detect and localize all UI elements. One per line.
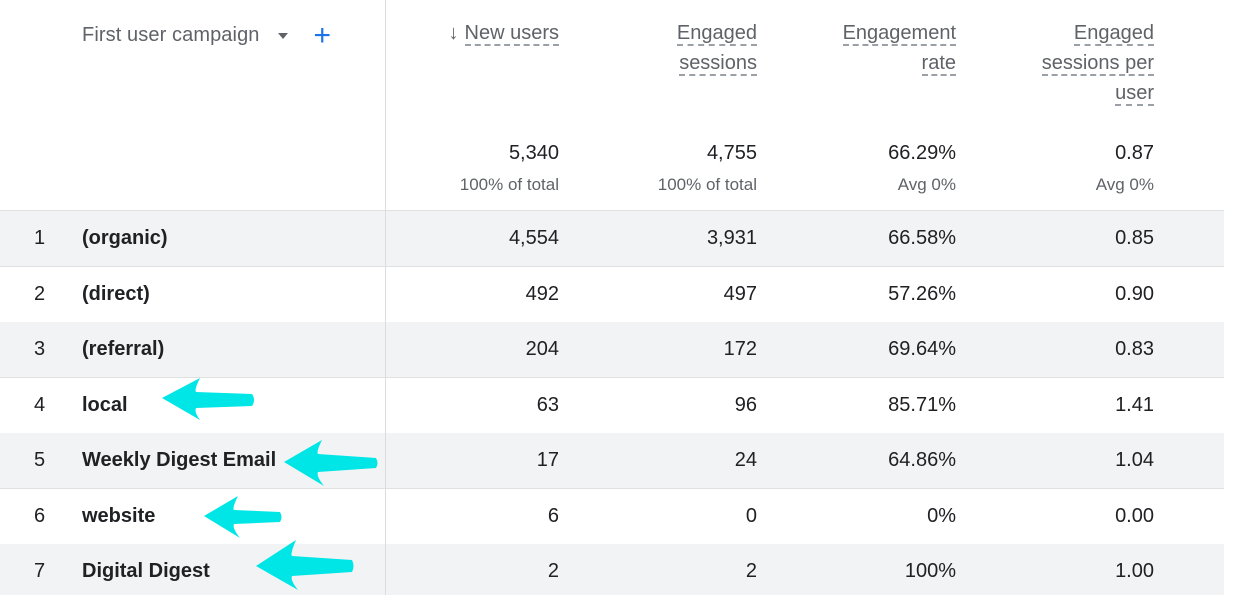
cell-new-users: 17 bbox=[536, 449, 559, 471]
row-campaign-name: (organic) bbox=[82, 227, 168, 249]
cell-engaged-sessions-per-user: 1.04 bbox=[1115, 449, 1154, 471]
cell-engagement-rate: 66.58% bbox=[888, 227, 956, 249]
cell-engaged-sessions-per-user: 0.90 bbox=[1115, 283, 1154, 305]
add-dimension-icon[interactable]: + bbox=[313, 18, 332, 52]
cell-new-users: 63 bbox=[536, 394, 559, 416]
row-index: 4 bbox=[34, 394, 46, 416]
column-header-new-users[interactable]: ↓ New users bbox=[449, 18, 559, 48]
table-row[interactable]: 3 (referral) 204 172 69.64% 0.83 bbox=[0, 322, 1224, 378]
total-engagement-rate: 66.29% Avg 0% bbox=[888, 142, 956, 194]
cell-engaged-sessions: 2 bbox=[745, 560, 757, 582]
cell-engaged-sessions: 24 bbox=[734, 449, 757, 471]
table-header: First user campaign + ↓ New users Engaged… bbox=[0, 0, 1224, 211]
cell-engaged-sessions: 0 bbox=[745, 505, 757, 527]
row-campaign-name: Weekly Digest Email bbox=[82, 449, 277, 471]
cell-engaged-sessions: 3,931 bbox=[706, 227, 757, 249]
caret-down-icon[interactable] bbox=[277, 32, 288, 39]
row-index: 2 bbox=[34, 283, 46, 305]
cell-engaged-sessions-per-user: 1.00 bbox=[1115, 560, 1154, 582]
cell-engaged-sessions: 96 bbox=[734, 394, 757, 416]
cell-engaged-sessions-per-user: 0.00 bbox=[1115, 505, 1154, 527]
cell-engagement-rate: 0% bbox=[927, 505, 956, 527]
row-index: 6 bbox=[34, 505, 46, 527]
cell-new-users: 204 bbox=[525, 338, 559, 360]
cell-engagement-rate: 69.64% bbox=[888, 338, 956, 360]
cell-engagement-rate: 64.86% bbox=[888, 449, 956, 471]
row-campaign-name: (referral) bbox=[82, 338, 165, 360]
row-campaign-name: local bbox=[82, 394, 128, 416]
cell-engaged-sessions-per-user: 0.85 bbox=[1115, 227, 1154, 249]
dimension-label: First user campaign bbox=[82, 24, 260, 46]
cell-new-users: 2 bbox=[547, 560, 559, 582]
cell-engagement-rate: 85.71% bbox=[888, 394, 956, 416]
row-index: 7 bbox=[34, 560, 46, 582]
column-header-engagement-rate[interactable]: Engagement rate bbox=[842, 22, 956, 76]
row-campaign-name: (direct) bbox=[82, 283, 150, 305]
cell-engaged-sessions: 172 bbox=[723, 338, 757, 360]
row-index: 1 bbox=[34, 227, 46, 249]
total-engaged-sessions: 4,755 100% of total bbox=[657, 142, 757, 194]
cell-engaged-sessions-per-user: 0.83 bbox=[1115, 338, 1154, 360]
row-index: 3 bbox=[34, 338, 46, 360]
cell-new-users: 6 bbox=[547, 505, 559, 527]
annotation-arrow-icon bbox=[284, 440, 378, 486]
column-header-engaged-sessions[interactable]: Engaged sessions bbox=[676, 22, 757, 76]
sort-down-arrow-icon[interactable]: ↓ bbox=[448, 22, 459, 44]
total-new-users: 5,340 100% of total bbox=[459, 142, 559, 194]
annotation-arrow-icon bbox=[256, 540, 354, 590]
annotation-arrow-icon bbox=[204, 496, 282, 538]
cell-engagement-rate: 57.26% bbox=[888, 283, 956, 305]
row-campaign-name: website bbox=[82, 505, 156, 527]
cell-new-users: 492 bbox=[525, 283, 559, 305]
dimension-column-divider bbox=[0, 0, 386, 595]
cell-new-users: 4,554 bbox=[508, 227, 559, 249]
row-campaign-name: Digital Digest bbox=[82, 560, 210, 582]
row-index: 5 bbox=[34, 449, 46, 471]
dimension-header[interactable]: First user campaign + bbox=[82, 18, 332, 52]
column-header-engaged-sessions-per-user[interactable]: Engaged sessions per user bbox=[1041, 22, 1154, 106]
cell-engagement-rate: 100% bbox=[904, 560, 956, 582]
total-engaged-sessions-per-user: 0.87 Avg 0% bbox=[1095, 142, 1154, 194]
annotation-arrow-icon bbox=[162, 378, 254, 420]
table-row[interactable]: 7 Digital Digest 2 2 100% 1.00 bbox=[0, 544, 1224, 595]
table-row[interactable]: 1 (organic) 4,554 3,931 66.58% 0.85 bbox=[0, 211, 1224, 267]
table-row[interactable]: 5 Weekly Digest Email 17 24 64.86% 1.04 bbox=[0, 433, 1224, 489]
cell-engaged-sessions: 497 bbox=[723, 283, 757, 305]
cell-engaged-sessions-per-user: 1.41 bbox=[1115, 394, 1154, 416]
